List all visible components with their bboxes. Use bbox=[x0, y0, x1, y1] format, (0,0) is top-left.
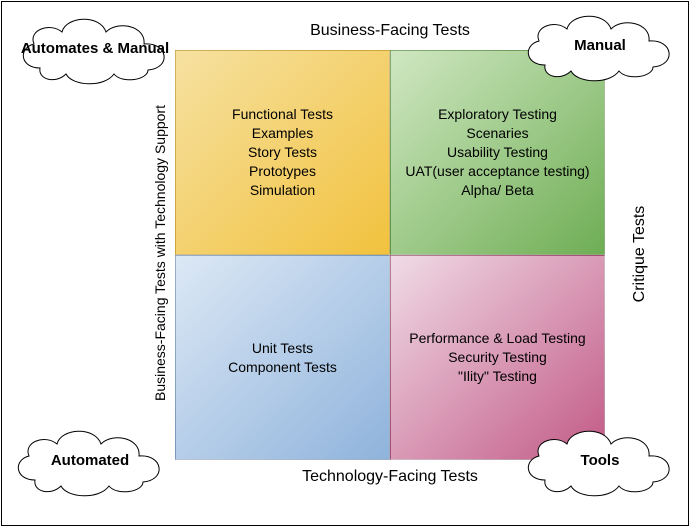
cloud-top-left-label: Automates & Manual bbox=[10, 8, 180, 88]
cloud-bottom-right: Tools bbox=[515, 420, 685, 500]
quadrant-q1-line: Functional Tests bbox=[232, 105, 333, 124]
quadrant-q2-line: Usability Testing bbox=[447, 143, 548, 162]
quadrant-q1-line: Simulation bbox=[250, 181, 315, 200]
quadrant-q4-line: "Ility" Testing bbox=[458, 367, 537, 386]
cloud-bottom-left-label: Automated bbox=[5, 420, 175, 500]
axis-top-label: Business-Facing Tests bbox=[270, 22, 510, 40]
quadrant-q1-line: Prototypes bbox=[249, 162, 316, 181]
axis-left-label: Business-Facing Tests with Technology Su… bbox=[152, 93, 168, 413]
cloud-bottom-right-label: Tools bbox=[515, 420, 685, 500]
quadrant-q3-line: Component Tests bbox=[228, 358, 337, 377]
diagram-canvas: Functional TestsExamplesStory TestsProto… bbox=[0, 0, 690, 527]
quadrant-q2-line: Exploratory Testing bbox=[438, 105, 557, 124]
quadrant-q3: Unit TestsComponent Tests bbox=[175, 255, 390, 460]
cloud-top-right: Manual bbox=[515, 5, 685, 85]
cloud-top-left: Automates & Manual bbox=[10, 8, 180, 88]
quadrant-q4-line: Security Testing bbox=[448, 348, 547, 367]
quadrant-q1-line: Examples bbox=[252, 124, 313, 143]
quadrant-q2-line: Scenaries bbox=[466, 124, 528, 143]
axis-bottom-label: Technology-Facing Tests bbox=[270, 468, 510, 486]
quadrant-q4-line: Performance & Load Testing bbox=[409, 329, 585, 348]
axis-right-label: Critique Tests bbox=[631, 184, 649, 324]
cloud-top-right-label: Manual bbox=[515, 5, 685, 85]
cloud-bottom-left: Automated bbox=[5, 420, 175, 500]
quadrant-q1-line: Story Tests bbox=[248, 143, 317, 162]
quadrant-q3-line: Unit Tests bbox=[252, 339, 313, 358]
quadrant-q2-line: UAT(user acceptance testing) bbox=[405, 162, 589, 181]
quadrant-q1: Functional TestsExamplesStory TestsProto… bbox=[175, 50, 390, 255]
quadrant-q2-line: Alpha/ Beta bbox=[461, 181, 533, 200]
